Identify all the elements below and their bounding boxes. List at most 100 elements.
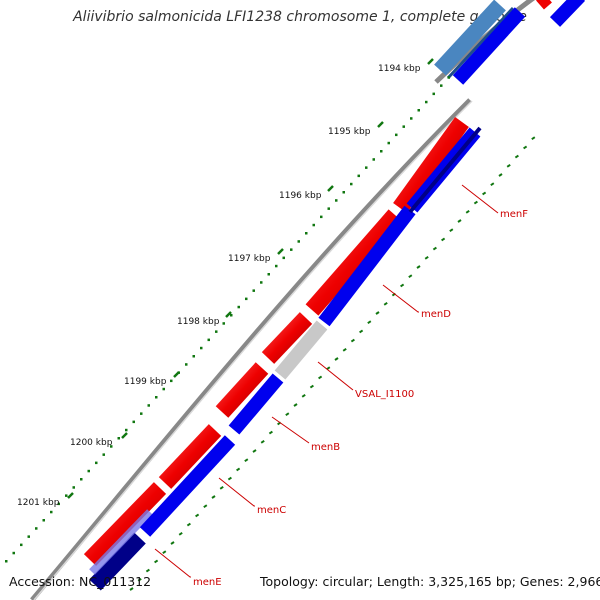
- kbp-tick-label: 1195 kbp: [328, 127, 371, 137]
- axis-minor-dot: [102, 453, 105, 456]
- gene-vsal-forward: [261, 312, 313, 364]
- genome-summary-text: Topology: circular; Length: 3,325,165 bp…: [260, 574, 600, 589]
- axis-inner-tick: [268, 430, 273, 435]
- kbp-major-tick: [277, 248, 284, 255]
- axis-inner-tick: [219, 485, 224, 490]
- gene-leader-line: [317, 361, 354, 391]
- axis-minor-dot: [237, 305, 240, 309]
- axis-minor-dot: [57, 502, 60, 506]
- axis-inner-tick: [129, 587, 134, 591]
- axis-inner-tick: [514, 154, 519, 159]
- axis-minor-dot: [207, 338, 210, 342]
- kbp-major-tick: [173, 371, 180, 378]
- axis-inner-tick: [186, 522, 191, 527]
- axis-inner-tick: [441, 237, 446, 242]
- axis-inner-tick: [490, 182, 495, 187]
- axis-minor-dot: [425, 100, 428, 104]
- axis-inner-tick: [375, 311, 380, 315]
- axis-inner-tick: [260, 439, 265, 444]
- axis-inner-tick: [211, 495, 216, 499]
- kbp-major-tick: [327, 185, 334, 192]
- gene-label[interactable]: menC: [257, 505, 286, 516]
- gene-label[interactable]: menD: [421, 309, 451, 320]
- axis-minor-dot: [312, 223, 315, 227]
- axis-minor-dot: [42, 519, 45, 522]
- axis-minor-dot: [72, 486, 75, 489]
- axis-inner-tick: [236, 467, 241, 472]
- axis-minor-dot: [125, 428, 128, 432]
- axis-minor-dot: [387, 141, 390, 145]
- axis-minor-dot: [320, 215, 323, 219]
- gene-menD-forward: [305, 209, 402, 316]
- gene-menB-reverse: [228, 373, 284, 435]
- axis-inner-tick: [449, 228, 454, 233]
- axis-minor-dot: [222, 322, 225, 325]
- axis-inner-tick: [178, 531, 183, 536]
- axis-inner-tick: [203, 504, 208, 509]
- axis-inner-tick: [408, 274, 413, 279]
- gene-leader-line: [154, 548, 191, 578]
- axis-inner-tick: [145, 568, 150, 573]
- axis-minor-dot: [50, 510, 53, 514]
- gene-menD-reverse: [318, 205, 416, 327]
- axis-inner-tick: [350, 338, 355, 343]
- axis-minor-dot: [447, 76, 450, 79]
- gene-upper-left-blue-edge: [446, 6, 515, 80]
- kbp-major-tick: [121, 432, 128, 439]
- gene-label[interactable]: menF: [500, 209, 528, 220]
- axis-inner-tick: [309, 384, 314, 389]
- axis-inner-tick: [252, 449, 257, 453]
- gene-leader-line: [271, 416, 310, 444]
- gene-menE-forward: [83, 482, 167, 566]
- gene-upper-right-blue: [549, 0, 586, 27]
- axis-minor-dot: [80, 478, 83, 481]
- axis-minor-dot: [230, 314, 233, 317]
- gene-label[interactable]: VSAL_I1100: [355, 389, 414, 400]
- axis-inner-tick: [523, 145, 528, 150]
- gene-label[interactable]: menE: [193, 577, 222, 588]
- axis-inner-tick: [318, 375, 323, 380]
- axis-minor-dot: [267, 273, 270, 276]
- gene-label[interactable]: menB: [311, 442, 340, 453]
- axis-inner-tick: [465, 209, 470, 214]
- axis-minor-dot: [342, 191, 345, 194]
- kbp-tick-label: 1201 kbp: [17, 498, 60, 508]
- axis-minor-dot: [335, 199, 338, 202]
- axis-inner-tick: [432, 246, 437, 251]
- axis-minor-dot: [260, 281, 263, 284]
- axis-inner-tick: [162, 550, 167, 555]
- gene-menF-forward: [393, 117, 469, 213]
- axis-minor-dot: [365, 166, 368, 169]
- axis-minor-dot: [297, 240, 300, 243]
- axis-inner-tick: [137, 577, 142, 582]
- chromosome-backbone: [30, 98, 472, 600]
- axis-minor-dot: [380, 150, 383, 153]
- kbp-major-tick: [225, 311, 232, 318]
- axis-minor-dot: [245, 297, 248, 301]
- kbp-major-tick: [67, 492, 74, 499]
- axis-inner-tick: [154, 559, 159, 564]
- axis-inner-tick: [498, 173, 503, 177]
- kbp-axis: 1194 kbp 1195 kbp 1196 kbp 1197 kbp 1198 kbp…: [5, 58, 536, 591]
- axis-minor-dot: [95, 461, 98, 465]
- axis-minor-dot: [5, 560, 8, 563]
- axis-inner-tick: [457, 219, 462, 223]
- axis-inner-tick: [170, 541, 175, 545]
- gene-vsal-pseudo: [274, 320, 328, 380]
- axis-inner-tick: [506, 163, 511, 168]
- axis-inner-tick: [227, 476, 232, 481]
- gene-upper-left-blue: [434, 0, 506, 76]
- axis-minor-dot: [87, 469, 90, 473]
- axis-minor-dot: [117, 437, 120, 440]
- axis-minor-dot: [357, 174, 360, 178]
- axis-minor-dot: [35, 527, 38, 530]
- axis-inner-tick: [416, 265, 421, 269]
- gene-leader-line: [218, 477, 255, 507]
- axis-inner-tick: [424, 255, 429, 260]
- axis-minor-dot: [155, 396, 158, 399]
- axis-minor-dot: [215, 330, 218, 333]
- axis-minor-dot: [402, 125, 405, 128]
- axis-inner-tick: [334, 357, 339, 361]
- gene-leader-line: [461, 184, 499, 214]
